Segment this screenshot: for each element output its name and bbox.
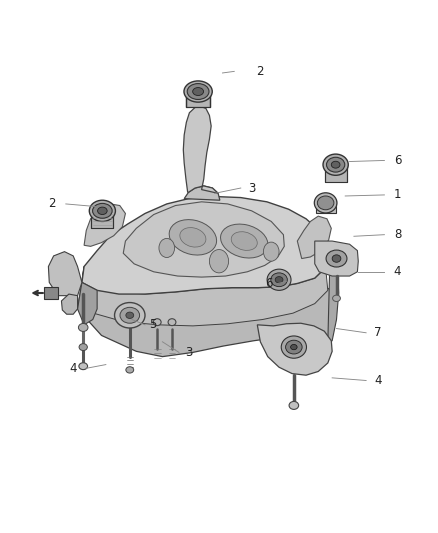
Circle shape [159, 238, 175, 257]
Ellipse shape [290, 344, 297, 350]
Ellipse shape [168, 319, 176, 326]
Ellipse shape [332, 295, 340, 302]
FancyBboxPatch shape [186, 91, 210, 108]
Text: 5: 5 [149, 318, 156, 332]
Ellipse shape [289, 401, 299, 409]
Ellipse shape [153, 319, 161, 326]
Polygon shape [257, 323, 332, 375]
Polygon shape [78, 282, 97, 325]
Text: 4: 4 [374, 374, 381, 387]
Ellipse shape [267, 269, 291, 290]
Ellipse shape [286, 340, 302, 354]
Ellipse shape [331, 161, 340, 168]
Polygon shape [184, 186, 220, 200]
Ellipse shape [281, 336, 307, 358]
FancyBboxPatch shape [316, 200, 336, 214]
Ellipse shape [89, 200, 116, 221]
Polygon shape [82, 197, 330, 294]
Text: 3: 3 [248, 182, 255, 195]
Polygon shape [78, 266, 328, 326]
Ellipse shape [79, 363, 88, 369]
Ellipse shape [231, 232, 257, 251]
Ellipse shape [275, 277, 283, 283]
Polygon shape [61, 294, 78, 314]
FancyBboxPatch shape [92, 210, 113, 228]
Text: 7: 7 [374, 326, 381, 340]
Text: 1: 1 [394, 189, 401, 201]
Text: 4: 4 [394, 265, 401, 278]
Ellipse shape [126, 367, 134, 373]
Polygon shape [184, 107, 218, 193]
Circle shape [263, 242, 279, 261]
Circle shape [209, 249, 229, 273]
Ellipse shape [187, 84, 209, 100]
Polygon shape [84, 204, 125, 246]
Ellipse shape [314, 193, 337, 213]
Ellipse shape [221, 224, 268, 258]
Ellipse shape [184, 81, 212, 102]
Text: 2: 2 [257, 65, 264, 78]
Ellipse shape [332, 255, 341, 262]
Ellipse shape [323, 154, 348, 175]
Text: 4: 4 [70, 362, 77, 375]
FancyBboxPatch shape [45, 287, 57, 299]
Ellipse shape [193, 87, 204, 95]
Text: 8: 8 [394, 228, 401, 241]
Text: 2: 2 [48, 197, 55, 211]
Text: 6: 6 [265, 277, 273, 290]
Polygon shape [48, 252, 82, 296]
Polygon shape [123, 202, 284, 277]
Ellipse shape [79, 344, 87, 351]
Ellipse shape [78, 324, 88, 332]
Ellipse shape [180, 228, 206, 247]
Ellipse shape [326, 157, 345, 172]
Ellipse shape [169, 220, 216, 255]
Ellipse shape [92, 204, 112, 218]
Ellipse shape [326, 250, 347, 267]
FancyBboxPatch shape [325, 165, 346, 182]
Ellipse shape [120, 308, 140, 323]
Ellipse shape [318, 196, 334, 210]
Text: 3: 3 [185, 346, 192, 359]
Ellipse shape [271, 273, 287, 287]
Polygon shape [78, 278, 336, 357]
Polygon shape [328, 243, 339, 343]
Polygon shape [297, 216, 331, 259]
Ellipse shape [126, 312, 134, 318]
Ellipse shape [98, 207, 107, 215]
Ellipse shape [115, 303, 145, 328]
Text: 6: 6 [394, 154, 401, 167]
Polygon shape [315, 241, 358, 276]
